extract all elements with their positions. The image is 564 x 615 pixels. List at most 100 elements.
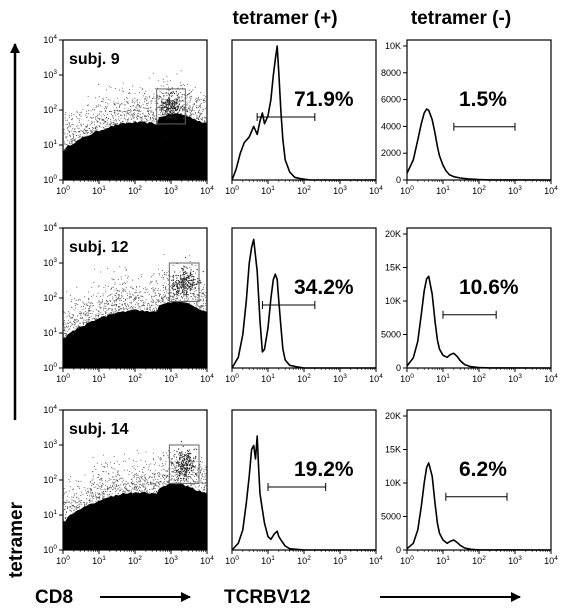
event-dot	[157, 102, 159, 104]
event-dot	[167, 292, 169, 294]
event-dot	[127, 112, 129, 113]
y-tick-label: 103	[43, 69, 57, 80]
event-dot	[167, 476, 169, 478]
event-dot	[201, 305, 203, 307]
event-dot	[88, 309, 90, 311]
event-dot	[191, 108, 193, 110]
event-dot	[110, 479, 112, 481]
event-dot	[148, 477, 150, 479]
event-dot	[139, 110, 141, 112]
tetramer-positive-event	[174, 115, 176, 117]
event-dot	[205, 492, 207, 494]
x-tick-label: 101	[261, 373, 275, 384]
event-dot	[141, 304, 143, 306]
event-dot	[122, 460, 124, 462]
event-dot	[107, 314, 109, 316]
event-dot	[141, 274, 143, 276]
event-dot	[146, 103, 148, 104]
event-dot	[70, 321, 71, 323]
x-tick-label: 100	[400, 185, 414, 196]
event-dot	[137, 303, 139, 305]
y-tick-label: 100	[43, 544, 57, 555]
tetramer-positive-event	[161, 100, 163, 102]
event-dot	[152, 116, 154, 118]
event-dot	[63, 312, 65, 314]
event-dot	[155, 280, 157, 282]
event-dot	[160, 97, 162, 99]
tetramer-positive-event	[169, 94, 171, 96]
event-dot	[115, 295, 117, 297]
event-dot	[63, 320, 65, 321]
event-dot	[146, 118, 148, 120]
event-dot	[95, 117, 96, 119]
event-dot	[80, 491, 82, 493]
tetramer-positive-event	[177, 460, 179, 462]
tetramer-positive-event	[164, 101, 166, 103]
event-dot	[205, 297, 207, 299]
event-dot	[140, 459, 142, 461]
event-dot	[94, 126, 96, 128]
event-dot	[158, 98, 160, 100]
event-dot	[174, 283, 176, 285]
event-dot	[117, 485, 119, 487]
tetramer-positive-event	[194, 458, 196, 460]
event-dot	[122, 82, 124, 84]
event-dot	[77, 315, 79, 317]
event-dot	[67, 140, 69, 142]
event-dot	[83, 128, 85, 130]
event-dot	[70, 139, 72, 140]
event-dot	[68, 314, 70, 316]
event-dot	[154, 115, 156, 117]
event-dot	[127, 101, 129, 103]
event-dot	[76, 304, 78, 305]
event-dot	[80, 123, 82, 125]
event-dot	[78, 481, 80, 482]
tetramer-positive-event	[185, 454, 187, 456]
tetramer-positive-event	[174, 281, 177, 283]
event-dot	[161, 466, 163, 467]
event-dot	[167, 110, 169, 112]
event-dot	[164, 483, 166, 485]
event-dot	[204, 305, 206, 307]
event-dot	[160, 299, 162, 301]
y-tick-label: 15K	[385, 263, 401, 273]
x-tick-label: 104	[544, 373, 558, 384]
event-dot	[79, 506, 81, 508]
event-dot	[106, 485, 108, 487]
event-dot	[70, 510, 72, 512]
event-dot	[122, 490, 124, 492]
y-tick-label: 0	[396, 175, 401, 185]
event-dot	[95, 486, 97, 488]
event-dot	[67, 119, 69, 121]
event-dot	[154, 478, 156, 480]
event-dot	[63, 490, 64, 492]
event-dot	[142, 304, 144, 306]
y-tick-label: 20K	[385, 411, 401, 421]
event-dot	[173, 110, 175, 112]
tetramer-positive-event	[174, 99, 176, 101]
event-dot	[193, 283, 195, 285]
event-dot	[194, 111, 196, 113]
event-dot	[131, 296, 133, 298]
event-dot	[92, 310, 94, 312]
event-dot	[117, 118, 119, 120]
event-dot	[203, 308, 204, 310]
event-dot	[140, 299, 142, 301]
event-dot	[124, 483, 126, 485]
event-dot	[203, 469, 205, 471]
event-dot	[123, 91, 125, 93]
event-dot	[147, 107, 149, 109]
x-tick-label: 103	[164, 555, 178, 566]
event-dot	[128, 305, 129, 307]
tetramer-positive-event	[175, 90, 177, 92]
event-dot	[66, 137, 68, 139]
event-dot	[90, 304, 92, 306]
tetramer-positive-event	[188, 454, 190, 456]
event-dot	[134, 485, 136, 487]
event-dot	[87, 124, 89, 126]
tetramer-positive-event	[180, 468, 182, 470]
event-dot	[71, 130, 73, 132]
event-dot	[112, 296, 114, 298]
